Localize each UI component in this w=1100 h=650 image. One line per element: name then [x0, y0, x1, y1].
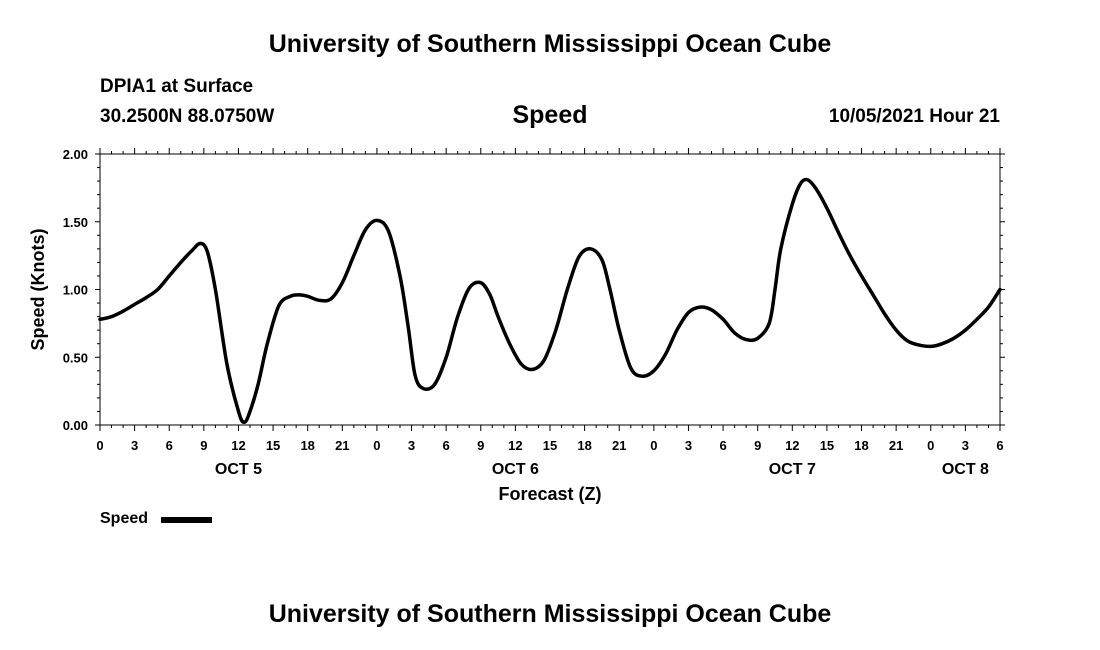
x-tick-label: 0 — [927, 438, 934, 453]
series-line-speed — [98, 177, 1002, 425]
x-tick-label: 9 — [200, 438, 207, 453]
x-tick-label: 21 — [335, 438, 349, 453]
x-axis-label: Forecast (Z) — [498, 484, 601, 504]
x-tick-label: 12 — [231, 438, 245, 453]
x-tick-label: 0 — [373, 438, 380, 453]
x-tick-label: 9 — [754, 438, 761, 453]
x-tick-label: 6 — [166, 438, 173, 453]
y-tick-label: 1.00 — [63, 283, 88, 298]
x-tick-label: 15 — [543, 438, 557, 453]
x-tick-label: 18 — [300, 438, 314, 453]
x-tick-label: 9 — [477, 438, 484, 453]
datetime-label: 10/05/2021 Hour 21 — [828, 106, 1000, 127]
y-tick-label: 0.00 — [63, 418, 88, 433]
x-tick-label: 12 — [785, 438, 799, 453]
station-label: DPIA1 at Surface — [100, 76, 254, 97]
day-label: OCT 5 — [215, 461, 262, 478]
variable-title: Speed — [512, 101, 588, 129]
chart-title: University of Southern Mississippi Ocean… — [268, 30, 832, 58]
x-tick-label: 18 — [854, 438, 868, 453]
day-label: OCT 7 — [769, 461, 816, 478]
x-tick-label: 15 — [820, 438, 834, 453]
x-tick-label: 6 — [719, 438, 726, 453]
day-label: OCT 8 — [942, 461, 989, 478]
x-tick-label: 21 — [889, 438, 903, 453]
legend-label: Speed — [100, 510, 149, 527]
x-tick-label: 3 — [408, 438, 415, 453]
coordinates-label: 30.2500N 88.0750W — [100, 106, 275, 127]
y-axis-label: Speed (Knots) — [28, 228, 48, 350]
x-tick-label: 21 — [612, 438, 626, 453]
x-tick-label: 0 — [96, 438, 103, 453]
x-tick-label: 6 — [996, 438, 1003, 453]
x-tick-label: 3 — [131, 438, 138, 453]
x-tick-label: 0 — [650, 438, 657, 453]
x-tick-label: 18 — [577, 438, 591, 453]
x-tick-label: 6 — [443, 438, 450, 453]
y-tick-label: 2.00 — [63, 147, 88, 162]
x-tick-label: 12 — [508, 438, 522, 453]
legend-swatch — [161, 517, 212, 523]
x-tick-label: 3 — [685, 438, 692, 453]
day-label: OCT 6 — [492, 461, 539, 478]
x-tick-label: 15 — [266, 438, 280, 453]
footer-title: University of Southern Mississippi Ocean… — [268, 600, 832, 628]
y-tick-label: 0.50 — [63, 350, 88, 365]
y-tick-label: 1.50 — [63, 215, 88, 230]
x-tick-label: 3 — [962, 438, 969, 453]
plot-frame — [99, 153, 1001, 426]
